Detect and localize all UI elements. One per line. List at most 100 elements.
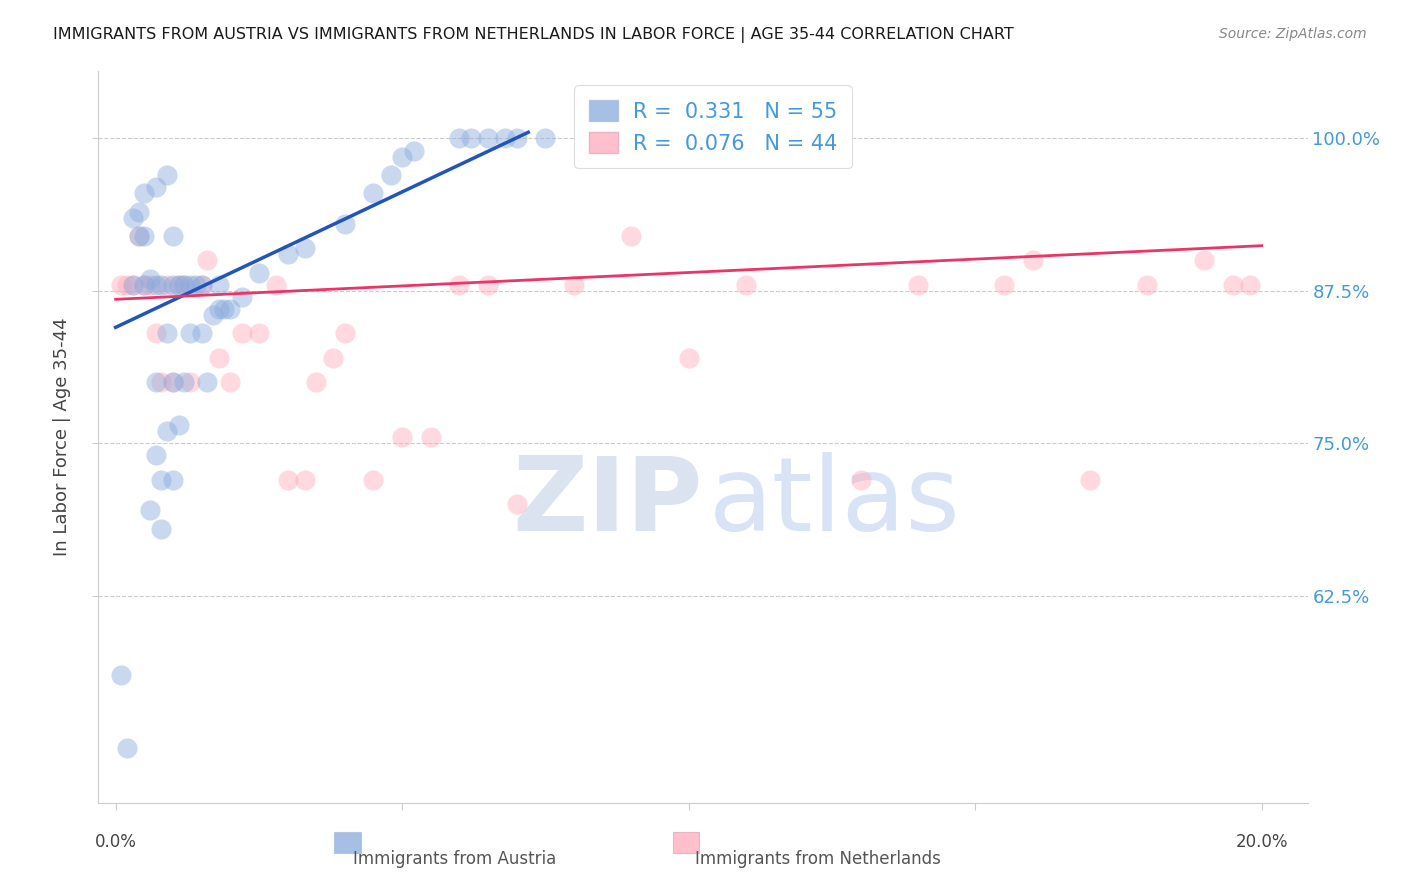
Point: [1078, 473, 1101, 487]
Point: [333, 326, 356, 341]
Point: [190, 277, 212, 292]
Point: [121, 277, 143, 292]
Point: [219, 375, 242, 389]
Point: [322, 351, 344, 365]
Point: [156, 424, 179, 438]
Point: [294, 473, 316, 487]
Point: [162, 277, 184, 292]
Point: [128, 228, 150, 243]
Point: [162, 375, 184, 389]
Text: IMMIGRANTS FROM AUSTRIA VS IMMIGRANTS FROM NETHERLANDS IN LABOR FORCE | AGE 35-4: IMMIGRANTS FROM AUSTRIA VS IMMIGRANTS FR…: [53, 27, 1014, 43]
Point: [678, 351, 700, 365]
Point: [134, 228, 156, 243]
Point: [419, 430, 441, 444]
Point: [156, 168, 179, 182]
FancyBboxPatch shape: [672, 832, 699, 853]
Point: [506, 497, 529, 511]
Point: [231, 290, 253, 304]
Point: [139, 271, 162, 285]
Legend: R =  0.331   N = 55, R =  0.076   N = 44: R = 0.331 N = 55, R = 0.076 N = 44: [575, 86, 852, 169]
Point: [449, 277, 471, 292]
Point: [195, 375, 218, 389]
Text: 0.0%: 0.0%: [94, 833, 136, 851]
Point: [139, 277, 162, 292]
Point: [110, 667, 132, 681]
Point: [277, 247, 299, 261]
Point: [907, 277, 929, 292]
Point: [849, 473, 872, 487]
Point: [184, 277, 207, 292]
Point: [134, 277, 156, 292]
Point: [145, 180, 167, 194]
Point: [173, 277, 195, 292]
Point: [1136, 277, 1159, 292]
Point: [247, 326, 270, 341]
Point: [620, 228, 643, 243]
Text: Source: ZipAtlas.com: Source: ZipAtlas.com: [1219, 27, 1367, 41]
Point: [145, 277, 167, 292]
Point: [391, 150, 413, 164]
Point: [1194, 253, 1216, 268]
Point: [494, 131, 516, 145]
Point: [162, 228, 184, 243]
Text: 20.0%: 20.0%: [1236, 833, 1288, 851]
Text: Immigrants from Austria: Immigrants from Austria: [353, 850, 557, 868]
Point: [477, 277, 499, 292]
Point: [460, 131, 482, 145]
FancyBboxPatch shape: [335, 832, 361, 853]
Point: [167, 417, 190, 432]
Point: [150, 375, 173, 389]
Text: atlas: atlas: [709, 452, 960, 553]
Point: [115, 740, 138, 755]
Point: [150, 277, 173, 292]
Point: [145, 326, 167, 341]
Point: [294, 241, 316, 255]
Point: [219, 301, 242, 317]
Point: [162, 473, 184, 487]
Point: [208, 277, 231, 292]
Point: [380, 168, 402, 182]
Point: [195, 253, 218, 268]
Point: [305, 375, 328, 389]
Text: ZIP: ZIP: [513, 452, 703, 553]
Point: [1239, 277, 1261, 292]
Y-axis label: In Labor Force | Age 35-44: In Labor Force | Age 35-44: [53, 318, 72, 557]
Point: [150, 473, 173, 487]
Point: [506, 131, 529, 145]
Point: [139, 503, 162, 517]
Point: [190, 277, 212, 292]
Point: [214, 301, 236, 317]
Point: [1021, 253, 1043, 268]
Point: [208, 301, 231, 317]
Point: [173, 375, 195, 389]
Point: [173, 277, 195, 292]
Point: [208, 351, 231, 365]
Point: [179, 375, 201, 389]
Point: [735, 277, 758, 292]
Point: [121, 277, 143, 292]
Point: [128, 204, 150, 219]
Point: [134, 186, 156, 201]
Point: [156, 326, 179, 341]
Point: [202, 308, 225, 322]
Point: [363, 473, 385, 487]
Point: [167, 277, 190, 292]
Text: Immigrants from Netherlands: Immigrants from Netherlands: [695, 850, 941, 868]
Point: [179, 326, 201, 341]
Point: [402, 144, 425, 158]
Point: [277, 473, 299, 487]
Point: [363, 186, 385, 201]
Point: [167, 277, 190, 292]
Point: [477, 131, 499, 145]
Point: [110, 277, 132, 292]
Point: [190, 326, 212, 341]
Point: [150, 521, 173, 535]
Point: [231, 326, 253, 341]
Point: [993, 277, 1015, 292]
Point: [247, 265, 270, 279]
Point: [145, 375, 167, 389]
Point: [156, 277, 179, 292]
Point: [449, 131, 471, 145]
Point: [1222, 277, 1244, 292]
Point: [162, 375, 184, 389]
